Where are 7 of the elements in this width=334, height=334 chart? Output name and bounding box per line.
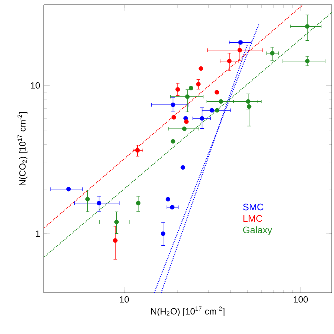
y-tick-label: 1 — [36, 230, 40, 238]
text: LMC — [244, 215, 263, 222]
text: Galaxy — [243, 226, 272, 236]
x-axis-title: N(H$_{2}$O) [10$^{17}$ cm$^{-2}$] — [151, 306, 225, 317]
y-axis-title: N(CO$_{2}$) [10$^{17}$ cm$^{-2}$] — [18, 112, 28, 186]
text: SMC — [243, 204, 264, 211]
x-tick-label: 100 — [294, 296, 308, 303]
